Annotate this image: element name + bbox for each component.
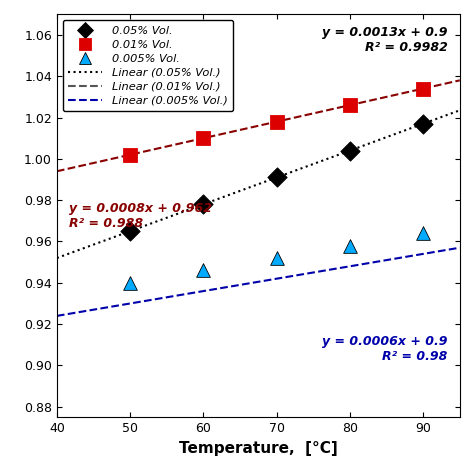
Point [127, 151, 134, 158]
Point [419, 85, 427, 92]
Point [200, 267, 207, 274]
Point [127, 279, 134, 287]
Text: y = 0.0008x + 0.962
R² = 0.988: y = 0.0008x + 0.962 R² = 0.988 [69, 201, 212, 230]
Point [346, 242, 354, 249]
Point [200, 201, 207, 208]
Legend: 0.05% Vol., 0.01% Vol., 0.005% Vol., Linear (0.05% Vol.), Linear (0.01% Vol.), L: 0.05% Vol., 0.01% Vol., 0.005% Vol., Lin… [63, 20, 233, 111]
Point [273, 254, 281, 262]
Text: y = 0.0013x + 0.9
R² = 0.9982: y = 0.0013x + 0.9 R² = 0.9982 [322, 27, 447, 55]
Point [419, 229, 427, 237]
Point [127, 228, 134, 235]
Point [273, 118, 281, 126]
Point [200, 135, 207, 142]
Point [346, 147, 354, 155]
Text: y = 0.0006x + 0.9
R² = 0.98: y = 0.0006x + 0.9 R² = 0.98 [322, 335, 447, 363]
Point [273, 173, 281, 181]
X-axis label: Temperature,  [°C]: Temperature, [°C] [179, 440, 337, 456]
Point [419, 120, 427, 128]
Point [346, 101, 354, 109]
